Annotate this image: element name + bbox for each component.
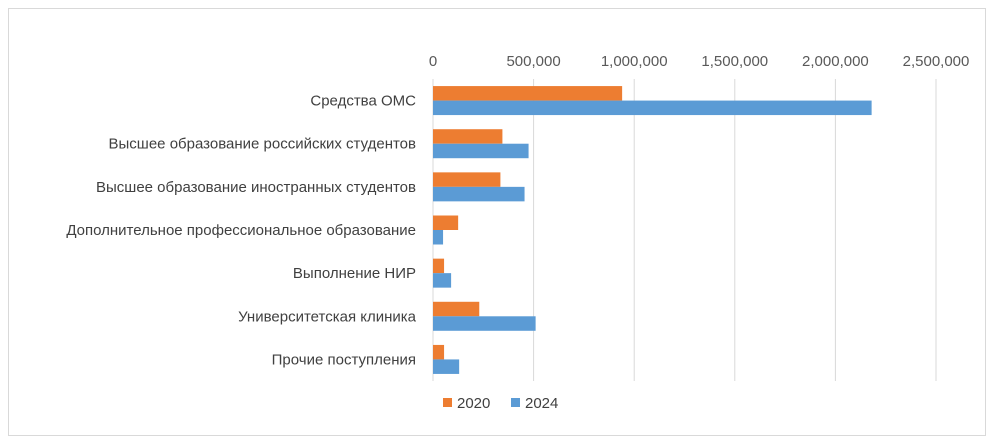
category-label: Высшее образование российских студентов — [109, 136, 417, 153]
bar-2024 — [433, 230, 444, 245]
bar-2020 — [433, 86, 623, 101]
category-label: Выполнение НИР — [293, 265, 416, 282]
bar-2020 — [433, 172, 501, 187]
bar-chart: 0 500,000 1,000,000 1,500,000 2,000,000 2,500… — [66, 53, 970, 412]
bar-2024 — [433, 359, 460, 374]
bar-2020 — [433, 258, 445, 274]
legend-swatch-2020 — [443, 398, 452, 407]
chart-frame: 0 500,000 1,000,000 1,500,000 2,000,000 2,500… — [8, 8, 986, 436]
category-label: Прочие поступления — [272, 351, 416, 368]
bar-2024 — [433, 100, 872, 116]
bar-2024 — [433, 186, 525, 202]
bar-2020 — [433, 129, 503, 144]
x-tick-label: 500,000 — [506, 53, 560, 70]
category-label: Дополнительное профессиональное образова… — [66, 222, 416, 239]
x-tick-label: 2,500,000 — [903, 53, 970, 70]
x-tick-label: 1,500,000 — [701, 53, 768, 70]
bar-2020 — [433, 301, 480, 317]
legend-swatch-2024 — [511, 398, 520, 407]
category-label: Университетская клиника — [238, 308, 417, 325]
bar-2020 — [433, 344, 445, 360]
x-tick-label: 0 — [429, 53, 437, 70]
x-tick-label: 1,000,000 — [601, 53, 668, 70]
bar-2024 — [433, 143, 529, 159]
bar-2024 — [433, 273, 452, 288]
legend-label-2020: 2020 — [457, 395, 490, 412]
legend-label-2024: 2024 — [525, 395, 558, 412]
x-tick-label: 2,000,000 — [802, 53, 869, 70]
bar-2024 — [433, 316, 536, 331]
category-label: Высшее образование иностранных студентов — [96, 179, 416, 196]
category-label: Средства ОМС — [310, 93, 416, 110]
bar-2020 — [433, 215, 459, 230]
